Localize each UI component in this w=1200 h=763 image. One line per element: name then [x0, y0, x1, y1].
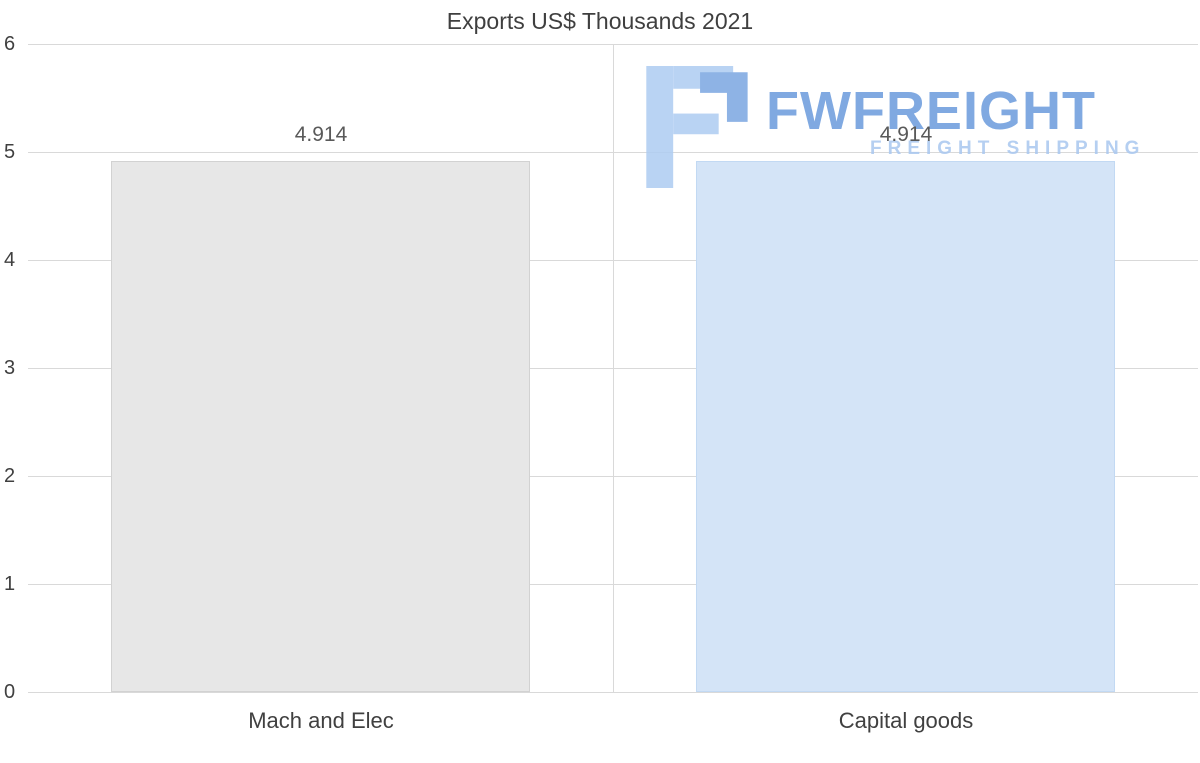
bar: [696, 161, 1115, 692]
y-gridline: [28, 692, 1198, 693]
chart-title: Exports US$ Thousands 2021: [446, 8, 754, 34]
y-tick-label: 5: [4, 141, 16, 163]
category-label: Capital goods: [838, 708, 974, 733]
y-tick-label: 4: [4, 249, 16, 271]
bar-value-label: 4.914: [879, 123, 933, 146]
y-tick-label: 2: [4, 465, 16, 487]
y-tick-label: 0: [4, 681, 16, 703]
y-tick-label: 3: [4, 357, 16, 379]
y-tick-label: 1: [4, 573, 16, 595]
category-label: Mach and Elec: [248, 708, 394, 733]
bar-value-label: 4.914: [294, 123, 348, 146]
bar: [111, 161, 530, 692]
y-tick-label: 6: [4, 33, 16, 55]
category-separator-gridline: [613, 44, 614, 692]
